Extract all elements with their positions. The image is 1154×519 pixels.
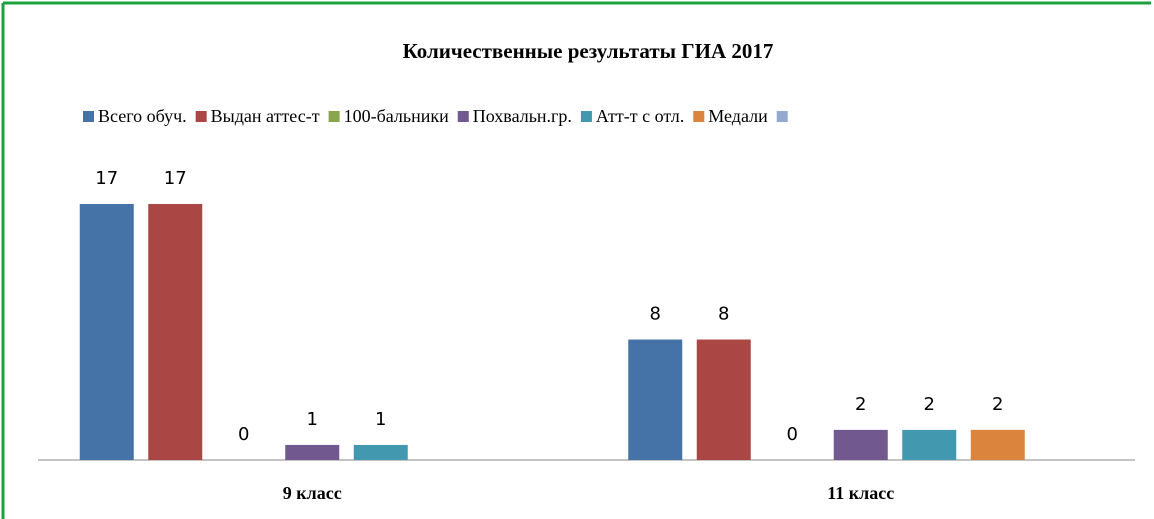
value-label: 8 <box>718 304 729 325</box>
legend-label: 100-бальники <box>344 106 450 126</box>
bar <box>628 339 683 460</box>
legend-label: Выдан аттес-т <box>211 106 320 126</box>
value-label: 2 <box>924 394 935 415</box>
legend-label: Атт-т с отл. <box>596 106 684 126</box>
bar <box>970 429 1025 460</box>
legend-swatch <box>580 111 592 122</box>
bar <box>833 429 888 460</box>
value-label: 2 <box>855 394 866 415</box>
bar <box>902 429 957 460</box>
legend-label: Всего обуч. <box>98 106 187 126</box>
legend-swatch <box>457 111 469 122</box>
x-tick-label: 11 класс <box>827 483 894 503</box>
legend-swatch <box>195 111 207 122</box>
bar <box>353 444 408 460</box>
value-label: 1 <box>375 409 386 430</box>
legend-label: Медали <box>708 106 768 126</box>
value-label: 8 <box>650 304 661 325</box>
chart-title: Количественные результаты ГИА 2017 <box>403 39 774 63</box>
bar <box>79 204 134 460</box>
bar <box>148 204 203 460</box>
bar <box>285 444 340 460</box>
value-label: 2 <box>992 394 1003 415</box>
bar <box>696 339 751 460</box>
x-tick-label: 9 класс <box>283 483 342 503</box>
legend-swatch <box>328 111 340 122</box>
legend-swatch <box>776 111 788 122</box>
value-label: 0 <box>238 424 249 445</box>
value-label: 17 <box>164 168 187 189</box>
value-label: 0 <box>787 424 798 445</box>
legend-label: Похвальн.гр. <box>473 106 572 126</box>
legend-swatch <box>693 111 705 122</box>
value-label: 1 <box>307 409 318 430</box>
legend-swatch <box>83 111 94 122</box>
value-label: 17 <box>95 168 118 189</box>
